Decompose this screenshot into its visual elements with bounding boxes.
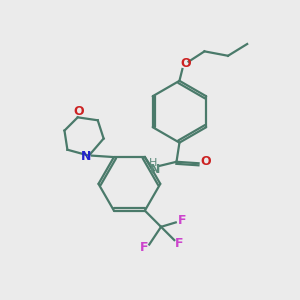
Text: F: F: [177, 214, 186, 227]
Text: N: N: [81, 150, 91, 163]
Text: O: O: [73, 105, 84, 118]
Text: H: H: [149, 158, 157, 168]
Text: F: F: [175, 236, 184, 250]
Text: O: O: [201, 155, 211, 168]
Text: O: O: [180, 57, 190, 70]
Text: F: F: [140, 241, 148, 254]
Text: N: N: [149, 163, 160, 176]
